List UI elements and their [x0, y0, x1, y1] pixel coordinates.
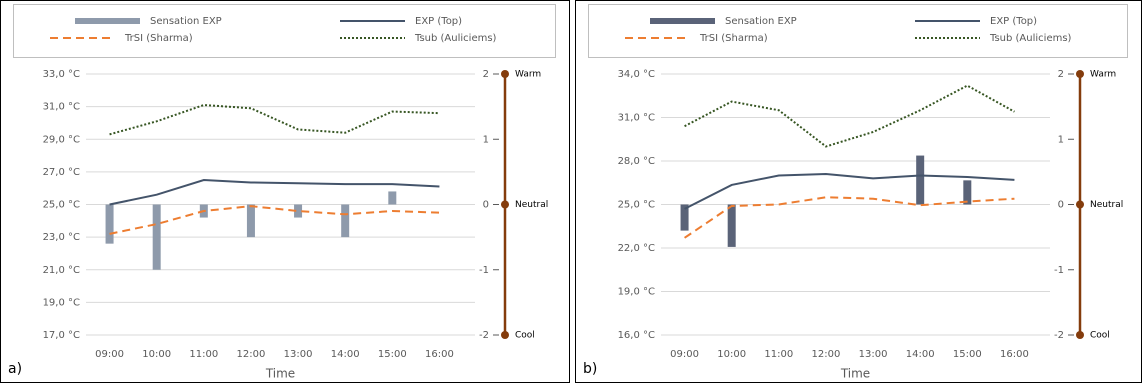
bar	[727, 204, 736, 247]
bar	[680, 204, 689, 231]
y-tick-label: 16,0 °C	[618, 330, 655, 341]
y-tick-label: 28,0 °C	[618, 156, 655, 167]
line-series	[684, 196, 1015, 239]
x-tick-label: 10:00	[142, 349, 171, 360]
x-tick-label: 12:00	[812, 349, 841, 360]
x-tick-label: 16:00	[1000, 349, 1029, 360]
y2-tick-label: 0	[1058, 200, 1064, 211]
scale-label: Warm	[1090, 70, 1116, 80]
legend-swatch	[650, 18, 715, 24]
legend-label: Tsub (Auliciems)	[989, 33, 1072, 44]
scale-dot	[1076, 70, 1084, 78]
legend-swatch	[75, 18, 140, 24]
x-tick-label: 15:00	[953, 349, 982, 360]
x-tick-label: 13:00	[284, 349, 313, 360]
legend-label: Tsub (Auliciems)	[414, 33, 497, 44]
y-tick-label: 19,0 °C	[618, 287, 655, 298]
y-tick-label: 31,0 °C	[43, 102, 80, 113]
legend-label: TrSI (Sharma)	[699, 33, 768, 44]
legend-label: Sensation EXP	[725, 16, 797, 27]
scale-label: Cool	[1090, 331, 1110, 341]
legend-label: TrSI (Sharma)	[124, 33, 193, 44]
legend-label: EXP (Top)	[415, 16, 462, 27]
legend-box	[588, 4, 1128, 58]
line-series	[684, 173, 1015, 210]
scale-label: Warm	[515, 70, 541, 80]
x-tick-label: 16:00	[425, 349, 454, 360]
x-tick-label: 09:00	[95, 349, 124, 360]
y-tick-label: 27,0 °C	[43, 167, 80, 178]
y-tick-label: 19,0 °C	[43, 297, 80, 308]
bar	[246, 204, 255, 238]
y2-tick-label: -2	[1054, 330, 1064, 341]
x-axis-label: Time	[265, 367, 295, 381]
bar	[341, 204, 350, 238]
scale-dot	[501, 331, 509, 339]
y2-tick-label: 1	[483, 134, 489, 145]
y-tick-label: 25,0 °C	[43, 200, 80, 211]
y-tick-label: 25,0 °C	[618, 200, 655, 211]
x-tick-label: 11:00	[189, 349, 218, 360]
scale-label: Neutral	[515, 200, 548, 210]
x-tick-label: 15:00	[378, 349, 407, 360]
x-tick-label: 12:00	[237, 349, 266, 360]
legend-box	[13, 4, 556, 58]
x-tick-label: 11:00	[764, 349, 793, 360]
panel-label: b)	[583, 361, 597, 377]
y-tick-label: 22,0 °C	[618, 243, 655, 254]
y2-tick-label: -2	[479, 330, 489, 341]
y2-tick-label: 0	[483, 200, 489, 211]
scale-dot	[501, 70, 509, 78]
line-series	[109, 179, 440, 206]
legend-label: EXP (Top)	[990, 16, 1037, 27]
x-axis-label: Time	[840, 367, 870, 381]
x-tick-label: 09:00	[670, 349, 699, 360]
y-tick-label: 33,0 °C	[43, 69, 80, 80]
bar	[388, 191, 397, 205]
scale-label: Neutral	[1090, 200, 1123, 210]
scale-dot	[1076, 331, 1084, 339]
y-tick-label: 17,0 °C	[43, 330, 80, 341]
y2-tick-label: 2	[1058, 69, 1064, 80]
x-tick-label: 14:00	[906, 349, 935, 360]
y-tick-label: 21,0 °C	[43, 265, 80, 276]
y-tick-label: 34,0 °C	[618, 69, 655, 80]
line-series	[109, 205, 440, 235]
y-tick-label: 29,0 °C	[43, 134, 80, 145]
scale-dot	[501, 200, 509, 209]
bar	[916, 155, 925, 205]
x-tick-label: 10:00	[717, 349, 746, 360]
y2-tick-label: 2	[483, 69, 489, 80]
bar	[152, 204, 161, 270]
bar	[963, 180, 972, 205]
bar	[105, 204, 114, 244]
y2-tick-label: -1	[479, 265, 489, 276]
line-series	[109, 103, 440, 136]
x-tick-label: 13:00	[859, 349, 888, 360]
scale-dot	[1076, 200, 1084, 209]
legend-label: Sensation EXP	[150, 16, 222, 27]
panel-label: a)	[8, 361, 22, 377]
x-tick-label: 14:00	[331, 349, 360, 360]
scale-label: Cool	[515, 331, 535, 341]
bar	[294, 204, 303, 218]
y2-tick-label: 1	[1058, 134, 1064, 145]
line-series	[684, 84, 1015, 148]
y-tick-label: 31,0 °C	[618, 113, 655, 124]
y2-tick-label: -1	[1054, 265, 1064, 276]
y-tick-label: 23,0 °C	[43, 232, 80, 243]
